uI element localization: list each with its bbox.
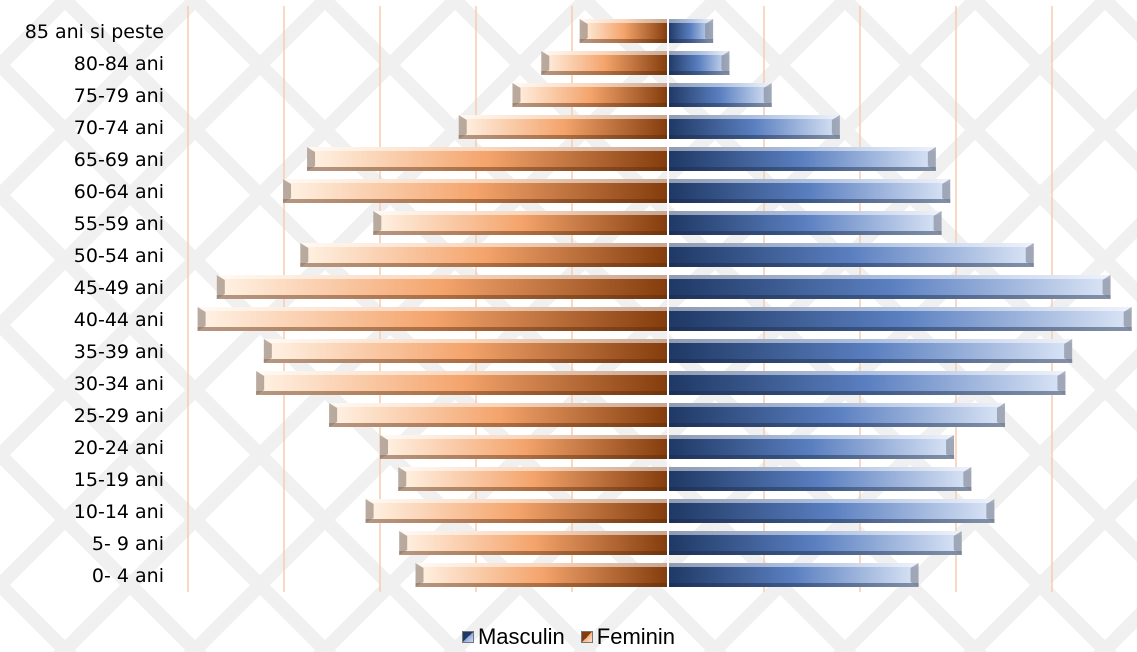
- category-label: 30-34 ani: [74, 373, 164, 395]
- category-label: 10-14 ani: [74, 501, 164, 523]
- category-label: 5- 9 ani: [92, 533, 164, 555]
- feminin-swatch-icon: [580, 631, 593, 643]
- category-label: 80-84 ani: [74, 53, 164, 75]
- category-label: 35-39 ani: [74, 341, 164, 363]
- legend-label-masculin: Masculin: [477, 624, 565, 649]
- category-label: 45-49 ani: [74, 277, 164, 299]
- legend: Masculin Feminin: [0, 624, 1137, 650]
- category-label: 15-19 ani: [74, 469, 164, 491]
- category-label: 55-59 ani: [74, 213, 164, 235]
- legend-item-feminin: Feminin: [580, 624, 676, 650]
- masculin-swatch-icon: [461, 631, 474, 643]
- category-label: 40-44 ani: [74, 309, 164, 331]
- category-label: 25-29 ani: [74, 405, 164, 427]
- category-label: 50-54 ani: [74, 245, 164, 267]
- category-label: 70-74 ani: [74, 117, 164, 139]
- category-label: 20-24 ani: [74, 437, 164, 459]
- category-label: 60-64 ani: [74, 181, 164, 203]
- legend-item-masculin: Masculin: [461, 624, 565, 650]
- category-label: 65-69 ani: [74, 149, 164, 171]
- category-label: 75-79 ani: [74, 85, 164, 107]
- category-label: 85 ani si peste: [25, 21, 164, 43]
- category-label: 0- 4 ani: [92, 565, 164, 587]
- legend-label-feminin: Feminin: [596, 624, 676, 649]
